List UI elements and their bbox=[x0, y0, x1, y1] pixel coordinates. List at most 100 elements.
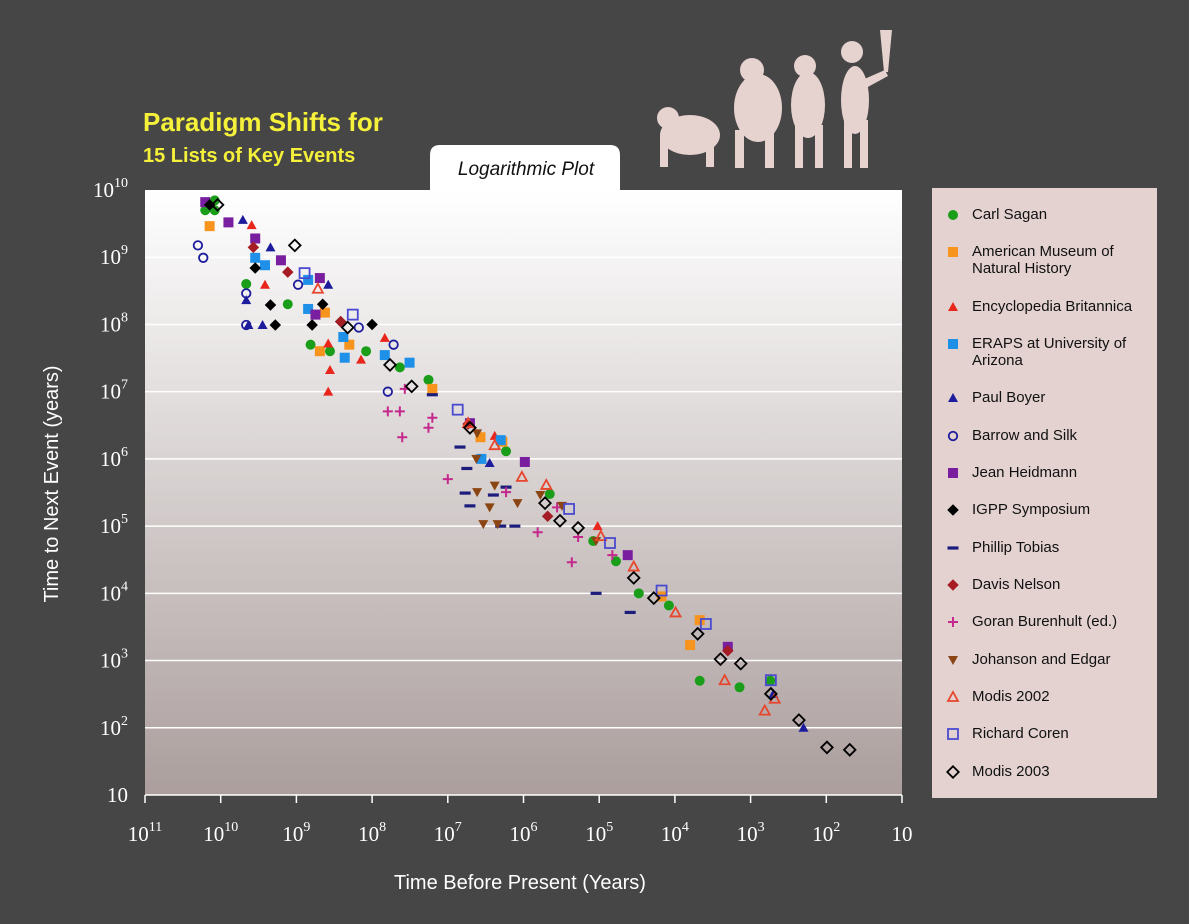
point bbox=[487, 493, 499, 497]
plot-area bbox=[145, 190, 902, 795]
point bbox=[509, 524, 521, 528]
point bbox=[484, 457, 495, 467]
point bbox=[563, 503, 575, 515]
point bbox=[566, 557, 577, 568]
point bbox=[339, 352, 350, 363]
point bbox=[379, 350, 390, 361]
point bbox=[627, 559, 641, 572]
point bbox=[204, 221, 215, 232]
tick-base: 10 bbox=[100, 447, 121, 471]
point bbox=[192, 240, 204, 251]
tick-exponent: 8 bbox=[379, 820, 386, 835]
point bbox=[472, 429, 483, 439]
point bbox=[324, 365, 335, 375]
x-tick-label: 10 bbox=[892, 822, 913, 846]
x-axis-label: Time Before Present (Years) bbox=[394, 872, 646, 894]
point bbox=[478, 520, 489, 530]
point bbox=[764, 674, 777, 687]
legend-item: IGPP Symposium bbox=[946, 501, 1157, 518]
point bbox=[495, 435, 506, 446]
point bbox=[842, 742, 857, 757]
point bbox=[699, 618, 712, 630]
tick-exponent: 7 bbox=[455, 820, 462, 835]
point bbox=[471, 454, 482, 464]
point bbox=[544, 489, 555, 500]
point bbox=[763, 686, 778, 701]
tick-base: 10 bbox=[100, 514, 121, 538]
point bbox=[319, 307, 330, 318]
point bbox=[310, 309, 321, 320]
legend-label: ERAPS at University of Arizona bbox=[972, 335, 1127, 370]
point bbox=[590, 591, 602, 595]
point bbox=[655, 584, 668, 597]
tick-exponent: 10 bbox=[114, 176, 128, 191]
y-tick-label: 106 bbox=[100, 445, 128, 471]
legend-marker-box bbox=[948, 468, 958, 479]
tick-exponent: 5 bbox=[121, 512, 128, 527]
point bbox=[249, 262, 261, 274]
point bbox=[718, 673, 732, 686]
y-tick-label: 104 bbox=[100, 579, 128, 605]
point bbox=[427, 383, 438, 394]
point bbox=[734, 682, 745, 693]
tick-base: 10 bbox=[737, 822, 758, 846]
point bbox=[316, 298, 329, 310]
tick-exponent: 5 bbox=[606, 820, 613, 835]
point bbox=[459, 491, 471, 495]
point bbox=[250, 233, 261, 244]
legend-item: Modis 2002 bbox=[946, 688, 1157, 705]
point bbox=[305, 339, 316, 350]
legend-item: Jean Heidmann bbox=[946, 464, 1157, 481]
x-tick-label: 108 bbox=[358, 820, 386, 846]
point bbox=[382, 357, 398, 372]
legend-marker-box bbox=[948, 617, 958, 628]
legend-marker bbox=[948, 339, 958, 350]
x-tick-label: 104 bbox=[661, 820, 689, 846]
legend-marker bbox=[947, 430, 959, 441]
point bbox=[512, 499, 523, 509]
point bbox=[298, 267, 311, 280]
point bbox=[685, 640, 696, 651]
point bbox=[713, 652, 728, 667]
legend-marker bbox=[948, 210, 958, 221]
point bbox=[275, 255, 286, 266]
tick-exponent: 3 bbox=[758, 820, 765, 835]
legend-label: Barrow and Silk bbox=[972, 426, 1078, 444]
legend-item: Phillip Tobias bbox=[946, 539, 1157, 556]
point bbox=[694, 675, 705, 686]
y-tick-label: 102 bbox=[100, 714, 128, 740]
legend-item: Paul Boyer bbox=[946, 389, 1157, 406]
point bbox=[314, 346, 325, 357]
legend-marker bbox=[947, 579, 959, 591]
y-tick-label: 103 bbox=[100, 647, 128, 673]
x-tick-label: 102 bbox=[812, 820, 840, 846]
point bbox=[338, 332, 349, 343]
legend-marker-box bbox=[948, 393, 958, 403]
tick-base: 10 bbox=[203, 822, 224, 846]
point bbox=[535, 491, 546, 501]
point bbox=[306, 319, 318, 331]
point bbox=[397, 432, 408, 443]
point bbox=[571, 520, 586, 535]
point bbox=[282, 299, 293, 310]
point bbox=[323, 279, 334, 289]
legend-marker-box bbox=[947, 579, 959, 591]
point bbox=[495, 524, 507, 528]
legend-marker-box bbox=[946, 690, 960, 702]
x-tick-label: 105 bbox=[585, 820, 613, 846]
tick-base: 10 bbox=[510, 822, 531, 846]
point bbox=[622, 550, 633, 561]
legend-label: Johanson and Edgar bbox=[972, 650, 1111, 668]
y-axis-label: Time to Next Event (years) bbox=[41, 365, 63, 602]
legend-marker bbox=[948, 655, 958, 665]
point bbox=[594, 529, 608, 542]
legend-item: Johanson and Edgar bbox=[946, 651, 1157, 668]
point bbox=[472, 488, 483, 498]
point bbox=[423, 422, 434, 433]
legend-item: American Museum of Natural History bbox=[946, 243, 1157, 277]
point bbox=[303, 274, 314, 285]
point bbox=[223, 217, 234, 228]
point bbox=[311, 281, 325, 294]
tick-exponent: 8 bbox=[121, 310, 128, 325]
point bbox=[323, 386, 334, 396]
